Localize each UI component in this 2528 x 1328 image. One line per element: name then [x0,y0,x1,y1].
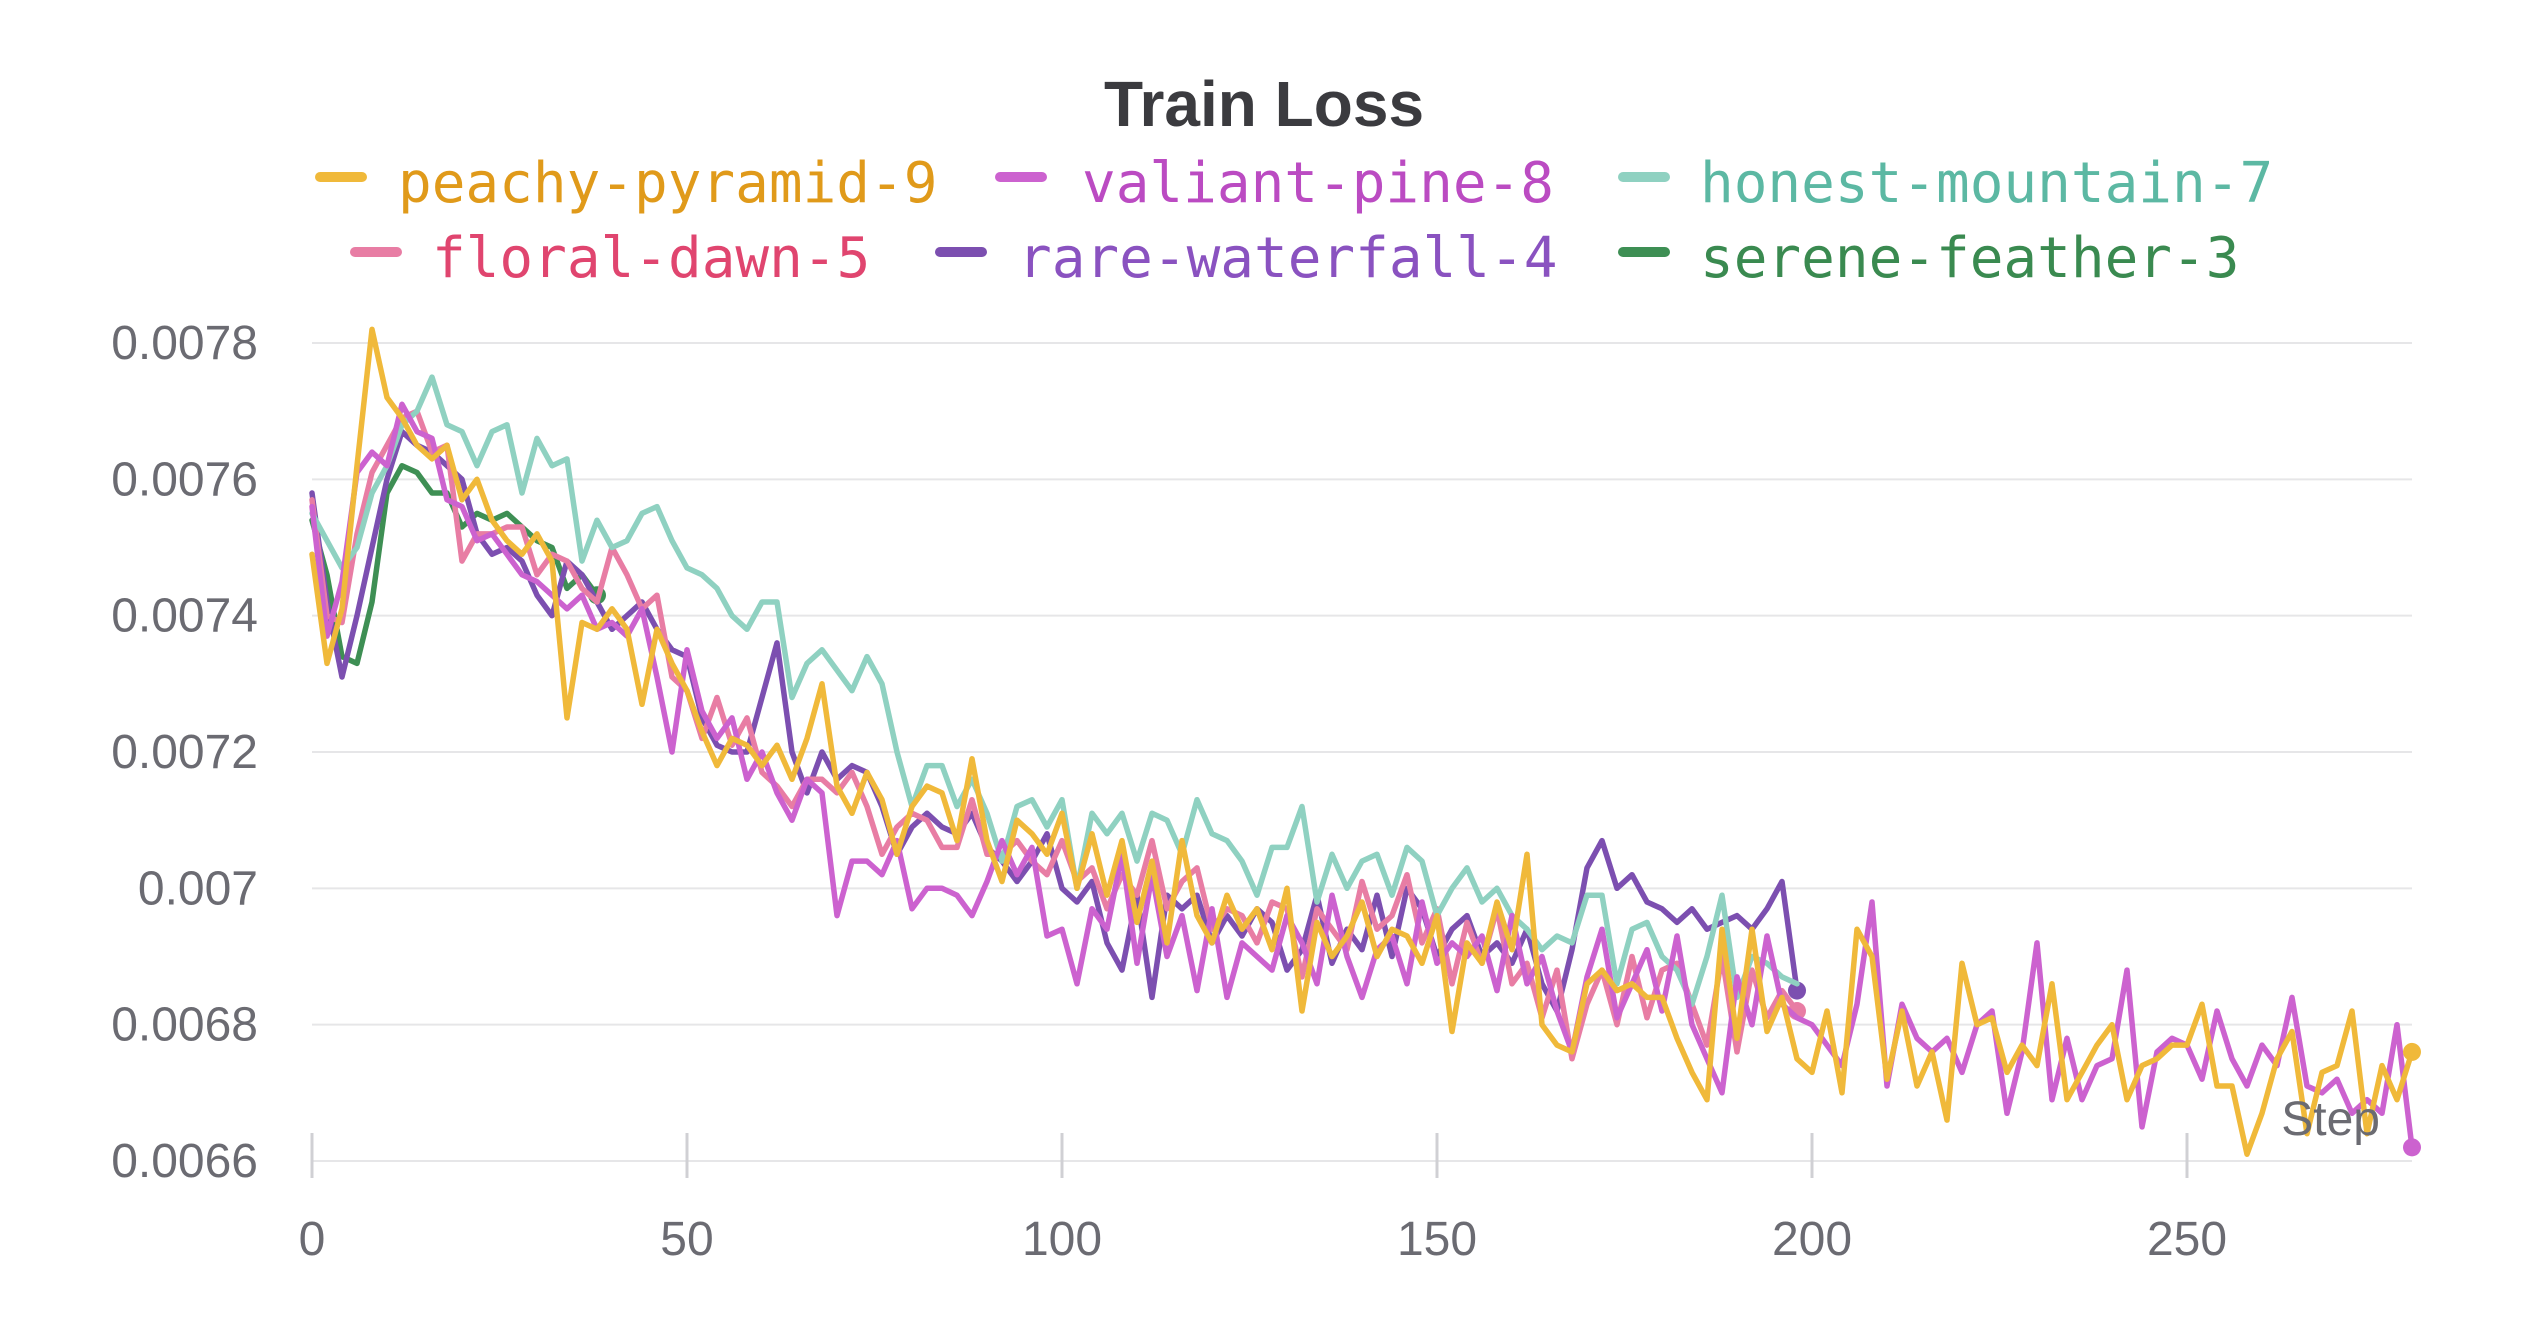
series-line-peachy-pyramid-9 [309,326,2415,1157]
x-tick-label: 50 [660,1213,713,1266]
legend-item-floral-dawn-5[interactable]: floral-dawn-5 [350,226,870,291]
x-tick-label: 0 [299,1213,326,1266]
series-end-marker-peachy-pyramid-9 [2403,1042,2421,1061]
y-tick-label: 0.0066 [111,1135,258,1188]
series-line-honest-mountain-7 [309,374,1800,1007]
series-line-floral-dawn-5 [309,408,1800,1062]
legend-item-rare-waterfall-4[interactable]: rare-waterfall-4 [935,226,1557,291]
legend-swatch [995,172,1047,182]
legend-swatch [1618,247,1670,257]
legend-label: rare-waterfall-4 [1018,226,1557,291]
x-axis-title: Step [2281,1093,2380,1146]
chart-title: Train Loss [1104,68,1424,140]
legend-label: honest-mountain-7 [1700,151,2273,216]
x-tick-label: 100 [1022,1213,1102,1266]
y-tick-label: 0.0078 [111,317,258,370]
legend-swatch [935,247,987,257]
grid-lines [312,342,2412,1162]
legend-item-peachy-pyramid-9[interactable]: peachy-pyramid-9 [315,151,937,216]
legend-label: valiant-pine-8 [1082,151,1554,216]
legend-label: floral-dawn-5 [432,226,870,291]
plot-area [309,326,2421,1157]
y-tick-label: 0.007 [138,862,258,915]
y-axis: 0.0066 0.0068 0.007 0.0072 0.0074 0.0076 0.007… [111,317,258,1188]
x-tick-label: 150 [1397,1213,1477,1266]
y-tick-label: 0.0076 [111,453,258,506]
series-line-valiant-pine-8 [309,401,2415,1151]
legend-swatch [1618,172,1670,182]
legend-item-honest-mountain-7[interactable]: honest-mountain-7 [1618,151,2273,216]
series-end-marker-rare-waterfall-4 [1788,981,1806,1000]
legend-label: peachy-pyramid-9 [398,151,937,216]
legend-swatch [315,172,367,182]
y-tick-label: 0.0068 [111,999,258,1052]
series-end-marker-valiant-pine-8 [2403,1138,2421,1157]
x-tick-label: 200 [1772,1213,1852,1266]
legend-item-serene-feather-3[interactable]: serene-feather-3 [1618,226,2239,291]
x-tick-label: 250 [2147,1213,2227,1266]
chart-legend: peachy-pyramid-9 valiant-pine-8 honest-mou… [315,151,2273,291]
legend-label: serene-feather-3 [1700,226,2239,291]
legend-item-valiant-pine-8[interactable]: valiant-pine-8 [995,151,1554,216]
legend-swatch [350,247,402,257]
series-line-rare-waterfall-4 [309,428,1800,1014]
y-tick-label: 0.0074 [111,590,258,643]
x-axis: 0 50 100 150 200 250 [299,1133,2227,1266]
y-tick-label: 0.0072 [111,726,258,779]
